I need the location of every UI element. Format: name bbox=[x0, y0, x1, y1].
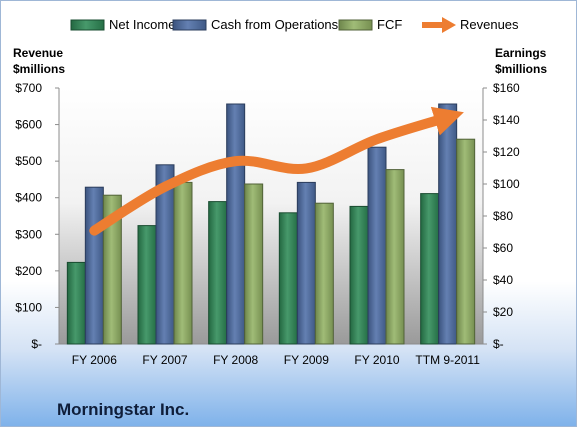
legend-swatch-cash-from-operations bbox=[172, 19, 207, 31]
cash-from-operations-bar bbox=[296, 181, 316, 345]
fcf-bar bbox=[456, 138, 476, 345]
net-income-bar bbox=[66, 261, 86, 345]
right-tick-label: $20 bbox=[493, 305, 513, 319]
right-tick-label: $140 bbox=[493, 113, 520, 127]
right-tick-label: $40 bbox=[493, 273, 513, 287]
fcf-bar bbox=[314, 202, 334, 345]
legend-swatch-fcf bbox=[338, 19, 373, 31]
left-axis-title: $millions bbox=[13, 62, 65, 76]
left-tick-label: $600 bbox=[15, 118, 42, 132]
net-income-bar bbox=[278, 212, 298, 345]
right-tick-label: $60 bbox=[493, 241, 513, 255]
x-category-label: FY 2007 bbox=[142, 353, 187, 367]
cash-from-operations-bar bbox=[367, 146, 387, 345]
x-category-label: TTM 9-2011 bbox=[415, 353, 480, 367]
fcf-bar bbox=[102, 194, 122, 345]
x-category-label: FY 2010 bbox=[354, 353, 399, 367]
x-category-label: FY 2009 bbox=[284, 353, 329, 367]
fcf-bar bbox=[385, 169, 405, 345]
right-axis-title: Earnings bbox=[495, 46, 547, 60]
right-tick-label: $120 bbox=[493, 145, 520, 159]
right-tick-label: $- bbox=[493, 337, 504, 351]
right-tick-label: $160 bbox=[493, 81, 520, 95]
net-income-bar bbox=[349, 205, 369, 345]
chart-title: Morningstar Inc. bbox=[57, 400, 189, 419]
left-tick-label: $100 bbox=[15, 300, 42, 314]
left-tick-label: $300 bbox=[15, 227, 42, 241]
cash-from-operations-bar bbox=[226, 103, 246, 345]
legend-label-revenues: Revenues bbox=[460, 17, 519, 32]
left-tick-label: $200 bbox=[15, 264, 42, 278]
legend-swatch-revenues-arrow bbox=[442, 17, 456, 33]
x-category-label: FY 2006 bbox=[72, 353, 117, 367]
net-income-bar bbox=[208, 201, 228, 345]
right-tick-label: $100 bbox=[493, 177, 520, 191]
x-category-label: FY 2008 bbox=[213, 353, 258, 367]
cash-from-operations-bar bbox=[84, 186, 104, 345]
right-axis-title: $millions bbox=[495, 62, 547, 76]
fcf-bar bbox=[244, 183, 264, 345]
left-axis-title: Revenue bbox=[13, 46, 63, 60]
left-tick-label: $700 bbox=[15, 81, 42, 95]
left-tick-label: $- bbox=[31, 337, 42, 351]
fcf-bar bbox=[173, 181, 193, 345]
legend-swatch-net-income bbox=[70, 19, 105, 31]
revenues-line bbox=[89, 106, 464, 236]
net-income-bar bbox=[420, 193, 440, 345]
legend-label-cash-from-operations: Cash from Operations bbox=[211, 17, 339, 32]
right-tick-label: $80 bbox=[493, 209, 513, 223]
cash-from-operations-bar bbox=[438, 103, 458, 345]
left-tick-label: $400 bbox=[15, 191, 42, 205]
legend-label-net-income: Net Income bbox=[109, 17, 175, 32]
legend-label-fcf: FCF bbox=[377, 17, 402, 32]
left-tick-label: $500 bbox=[15, 154, 42, 168]
net-income-bar bbox=[137, 225, 157, 345]
